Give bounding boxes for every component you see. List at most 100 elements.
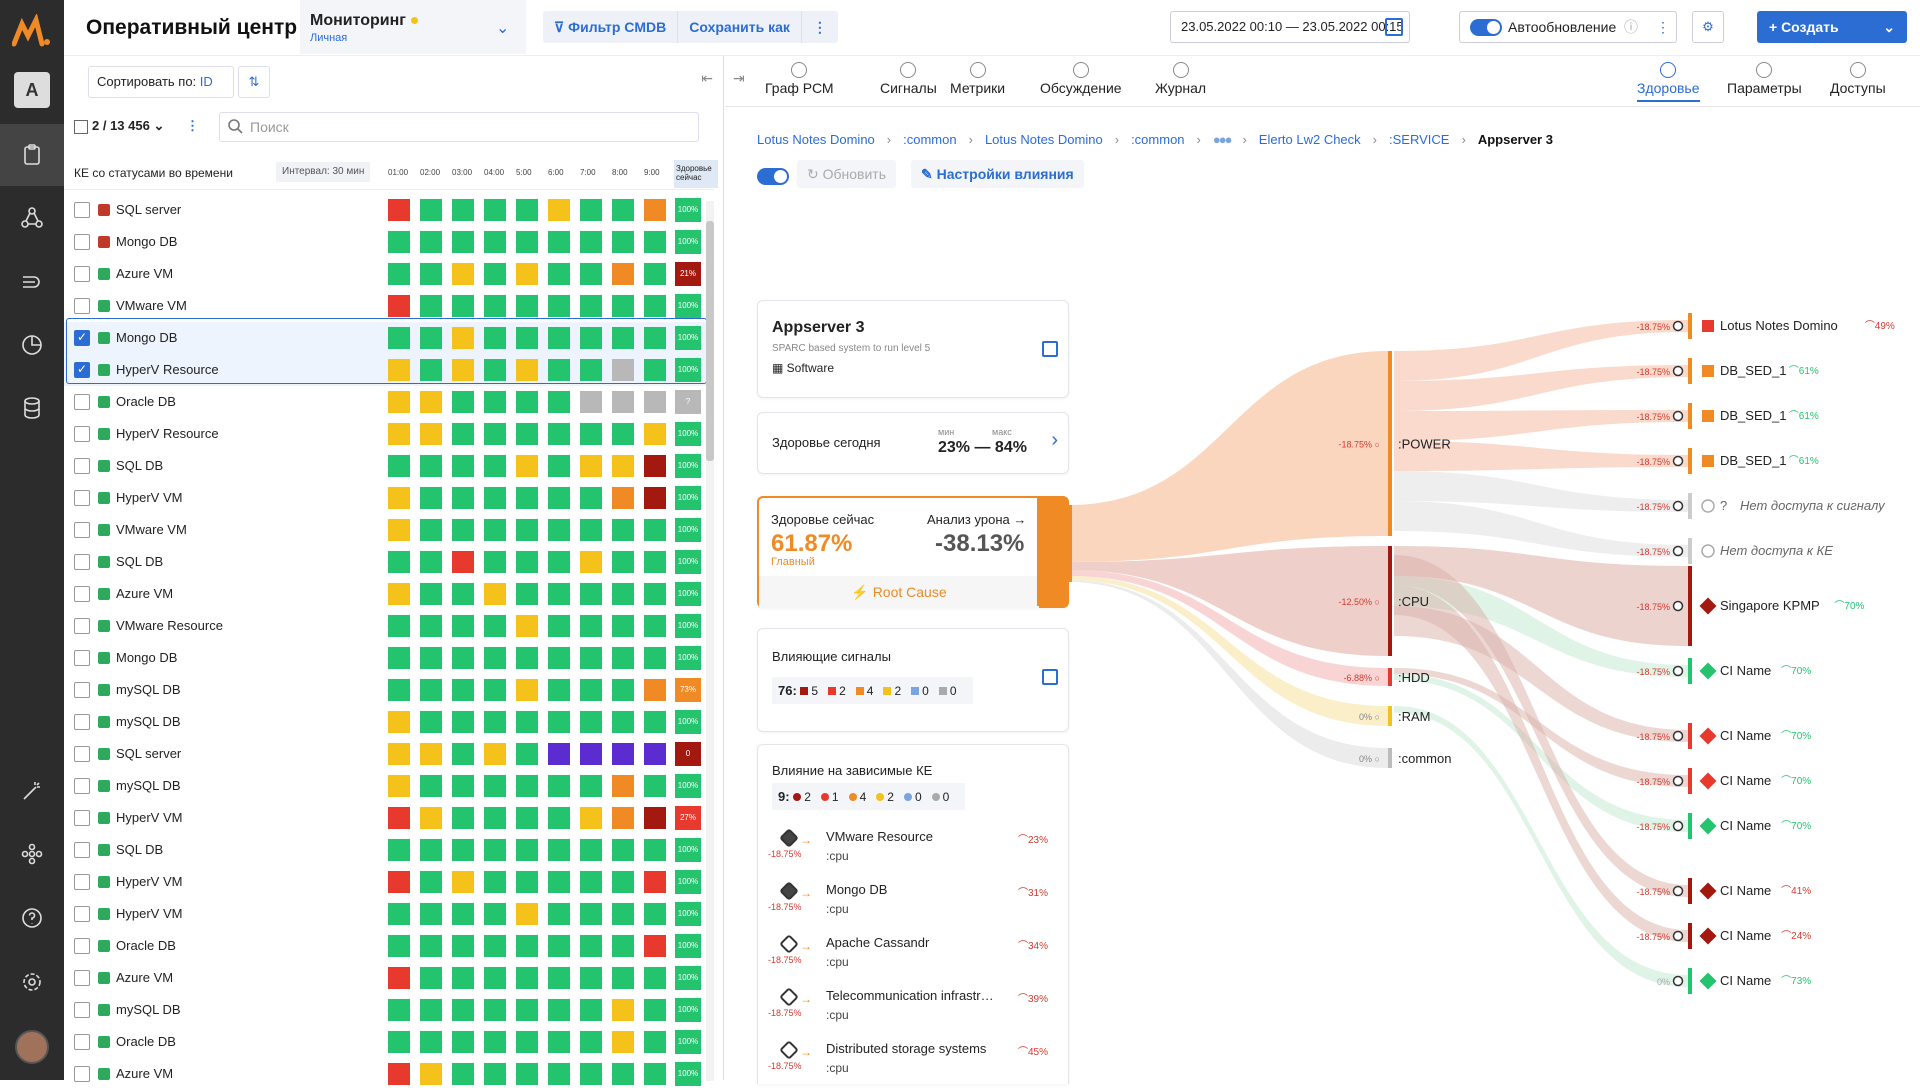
status-cell[interactable] <box>580 679 602 701</box>
leaf-name[interactable]: CI Name <box>1720 928 1771 943</box>
table-row[interactable]: mySQL DB 100% <box>64 770 714 802</box>
row-checkbox[interactable] <box>74 234 90 250</box>
status-cell[interactable] <box>580 455 602 477</box>
status-cell[interactable] <box>516 583 538 605</box>
status-cell[interactable] <box>420 647 442 669</box>
status-cell[interactable] <box>420 519 442 541</box>
table-row[interactable]: Azure VM 21% <box>64 258 714 290</box>
status-cell[interactable] <box>580 327 602 349</box>
status-cell[interactable] <box>516 775 538 797</box>
status-cell[interactable] <box>548 359 570 381</box>
status-cell[interactable] <box>452 711 474 733</box>
more-icon[interactable]: ⋮ <box>1656 19 1670 35</box>
row-checkbox[interactable] <box>74 970 90 986</box>
status-cell[interactable] <box>612 679 634 701</box>
status-cell[interactable] <box>484 871 506 893</box>
status-cell[interactable] <box>612 295 634 317</box>
health-today-card[interactable]: Здоровье сегодня мин макс 23% — 84% › <box>757 412 1069 474</box>
settings-icon[interactable] <box>18 968 46 996</box>
status-cell[interactable] <box>452 743 474 765</box>
search-input[interactable]: Поиск <box>219 112 699 142</box>
status-cell[interactable] <box>452 423 474 445</box>
row-checkbox[interactable] <box>74 458 90 474</box>
status-cell[interactable] <box>420 1031 442 1053</box>
status-cell[interactable] <box>452 807 474 829</box>
interval-label[interactable]: Интервал: 30 мин <box>276 162 371 182</box>
status-cell[interactable] <box>484 423 506 445</box>
status-cell[interactable] <box>420 359 442 381</box>
status-cell[interactable] <box>644 359 666 381</box>
status-cell[interactable] <box>644 999 666 1021</box>
status-cell[interactable] <box>516 359 538 381</box>
status-cell[interactable] <box>644 647 666 669</box>
tab-right-2[interactable]: Доступы <box>1830 62 1886 96</box>
leaf-name[interactable]: CI Name <box>1720 773 1771 788</box>
monitoring-selector[interactable]: Мониторинг Личная ⌄ <box>300 0 526 54</box>
status-cell[interactable] <box>548 807 570 829</box>
damage-analysis-link[interactable]: Анализ урона → <box>927 512 1027 527</box>
status-cell[interactable] <box>388 775 410 797</box>
selection-counter[interactable]: 2 / 13 456 ⌄ ⋮ <box>74 116 199 136</box>
status-cell[interactable] <box>516 1031 538 1053</box>
table-row[interactable]: mySQL DB 100% <box>64 994 714 1026</box>
status-cell[interactable] <box>484 839 506 861</box>
status-cell[interactable] <box>420 871 442 893</box>
status-cell[interactable] <box>548 583 570 605</box>
status-cell[interactable] <box>548 519 570 541</box>
status-cell[interactable] <box>612 903 634 925</box>
row-checkbox[interactable] <box>74 810 90 826</box>
status-cell[interactable] <box>420 455 442 477</box>
status-cell[interactable] <box>484 583 506 605</box>
status-cell[interactable] <box>548 839 570 861</box>
status-cell[interactable] <box>388 743 410 765</box>
status-cell[interactable] <box>516 967 538 989</box>
table-row[interactable]: SQL server 100% <box>64 194 714 226</box>
status-cell[interactable] <box>580 231 602 253</box>
tab-0[interactable]: Граф РСМ <box>765 62 834 96</box>
status-cell[interactable] <box>484 231 506 253</box>
table-row[interactable]: Oracle DB 100% <box>64 1026 714 1058</box>
status-cell[interactable] <box>388 199 410 221</box>
table-row[interactable]: SQL DB 100% <box>64 546 714 578</box>
status-cell[interactable] <box>484 775 506 797</box>
status-cell[interactable] <box>452 263 474 285</box>
status-cell[interactable] <box>644 615 666 637</box>
leaf-name[interactable]: DB_SED_1 <box>1720 453 1786 468</box>
row-checkbox[interactable] <box>74 298 90 314</box>
table-row[interactable]: Azure VM 100% <box>64 962 714 994</box>
status-cell[interactable] <box>580 295 602 317</box>
status-cell[interactable] <box>580 423 602 445</box>
status-cell[interactable] <box>580 807 602 829</box>
row-checkbox[interactable] <box>74 906 90 922</box>
breadcrumb-item[interactable]: :common <box>1131 132 1185 147</box>
collapse-panel-icon[interactable]: ⇤ <box>701 70 713 86</box>
status-cell[interactable] <box>548 615 570 637</box>
status-cell[interactable] <box>452 519 474 541</box>
status-cell[interactable] <box>484 327 506 349</box>
status-cell[interactable] <box>484 743 506 765</box>
graph-nodes-icon[interactable] <box>18 204 46 232</box>
status-cell[interactable] <box>516 295 538 317</box>
status-cell[interactable] <box>388 903 410 925</box>
gear-icon[interactable]: ⚙ <box>1692 11 1724 43</box>
row-checkbox[interactable] <box>74 1002 90 1018</box>
status-cell[interactable] <box>516 647 538 669</box>
tab-3[interactable]: Обсуждение <box>1040 62 1122 96</box>
status-cell[interactable] <box>644 295 666 317</box>
breadcrumb-ellipsis[interactable]: ●●● <box>1212 132 1233 147</box>
status-cell[interactable] <box>580 1031 602 1053</box>
status-cell[interactable] <box>420 295 442 317</box>
status-cell[interactable] <box>644 807 666 829</box>
status-cell[interactable] <box>548 231 570 253</box>
status-cell[interactable] <box>612 1031 634 1053</box>
sort-selector[interactable]: Сортировать по: ID <box>88 66 234 98</box>
status-cell[interactable] <box>548 391 570 413</box>
status-cell[interactable] <box>516 999 538 1021</box>
tab-right-0[interactable]: Здоровье <box>1637 62 1700 102</box>
status-cell[interactable] <box>516 423 538 445</box>
status-cell[interactable] <box>516 231 538 253</box>
row-checkbox[interactable] <box>74 650 90 666</box>
table-row[interactable]: Azure VM 100% <box>64 578 714 610</box>
status-cell[interactable] <box>484 647 506 669</box>
row-checkbox[interactable] <box>74 426 90 442</box>
